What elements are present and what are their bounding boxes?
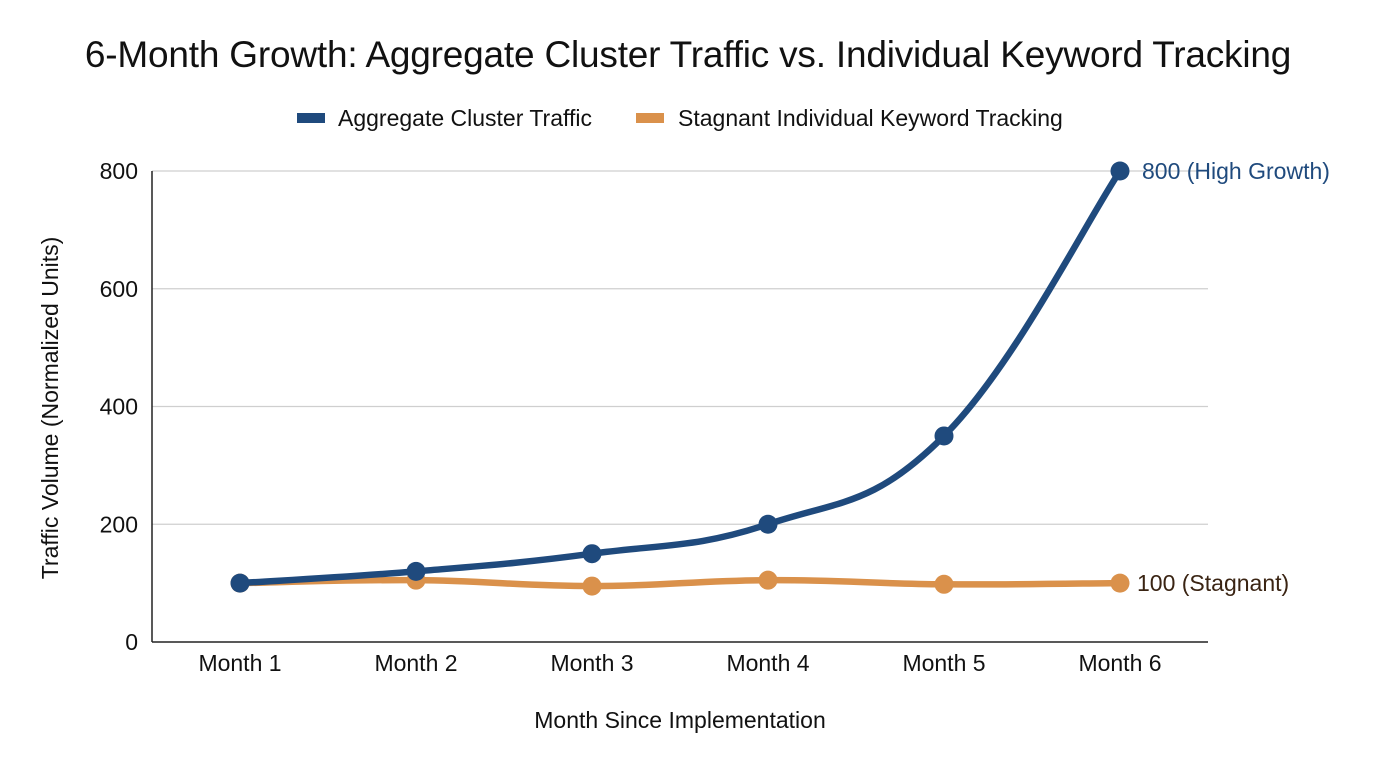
x-tick-label: Month 1 — [198, 650, 281, 676]
series-line-aggregate-cluster-traffic — [236, 167, 1124, 587]
data-point-aggregate-cluster-traffic — [582, 544, 602, 564]
y-tick-label: 600 — [100, 276, 138, 302]
data-point-stagnant-individual-keyword-tracking — [1110, 573, 1130, 593]
legend-label: Stagnant Individual Keyword Tracking — [678, 105, 1063, 131]
legend-item-stagnant-individual-keyword-tracking: Stagnant Individual Keyword Tracking — [636, 105, 1063, 131]
x-tick-label: Month 2 — [374, 650, 457, 676]
y-tick-label: 400 — [100, 394, 138, 420]
data-point-aggregate-cluster-traffic — [1110, 161, 1130, 181]
y-tick-label: 800 — [100, 158, 138, 184]
y-axis-label: Traffic Volume (Normalized Units) — [37, 237, 63, 580]
gridlines — [152, 170, 1208, 525]
legend-item-aggregate-cluster-traffic: Aggregate Cluster Traffic — [297, 105, 592, 131]
data-point-stagnant-individual-keyword-tracking — [758, 570, 778, 590]
x-axis-label: Month Since Implementation — [534, 707, 826, 733]
x-tick-label: Month 6 — [1078, 650, 1161, 676]
legend: Aggregate Cluster Traffic Stagnant Indivi… — [297, 105, 1063, 131]
legend-swatch — [636, 113, 664, 123]
end-label-stagnant-individual-keyword-tracking: 100 (Stagnant) — [1137, 570, 1289, 596]
y-tick-labels: 0 200 400 600 800 — [100, 158, 138, 655]
data-point-aggregate-cluster-traffic — [934, 426, 954, 446]
y-tick-label: 200 — [100, 511, 138, 537]
y-tick-label: 0 — [125, 629, 138, 655]
x-tick-label: Month 5 — [902, 650, 985, 676]
data-point-stagnant-individual-keyword-tracking — [934, 574, 954, 594]
series-layer — [230, 161, 1130, 596]
chart-title: 6-Month Growth: Aggregate Cluster Traffi… — [84, 34, 1292, 75]
x-tick-label: Month 3 — [550, 650, 633, 676]
data-point-aggregate-cluster-traffic — [406, 561, 426, 581]
end-labels: 800 (High Growth) 100 (Stagnant) — [1137, 158, 1330, 596]
data-point-aggregate-cluster-traffic — [758, 514, 778, 534]
x-tick-labels: Month 1 Month 2 Month 3 Month 4 Month 5 Month… — [198, 650, 1161, 676]
legend-label: Aggregate Cluster Traffic — [338, 105, 592, 131]
series-line-stagnant-individual-keyword-tracking — [236, 576, 1124, 590]
axes — [151, 171, 1208, 643]
end-label-aggregate-cluster-traffic: 800 (High Growth) — [1142, 158, 1330, 184]
x-tick-label: Month 4 — [726, 650, 809, 676]
data-point-aggregate-cluster-traffic — [230, 573, 250, 593]
legend-swatch — [297, 113, 325, 123]
data-point-stagnant-individual-keyword-tracking — [582, 576, 602, 596]
